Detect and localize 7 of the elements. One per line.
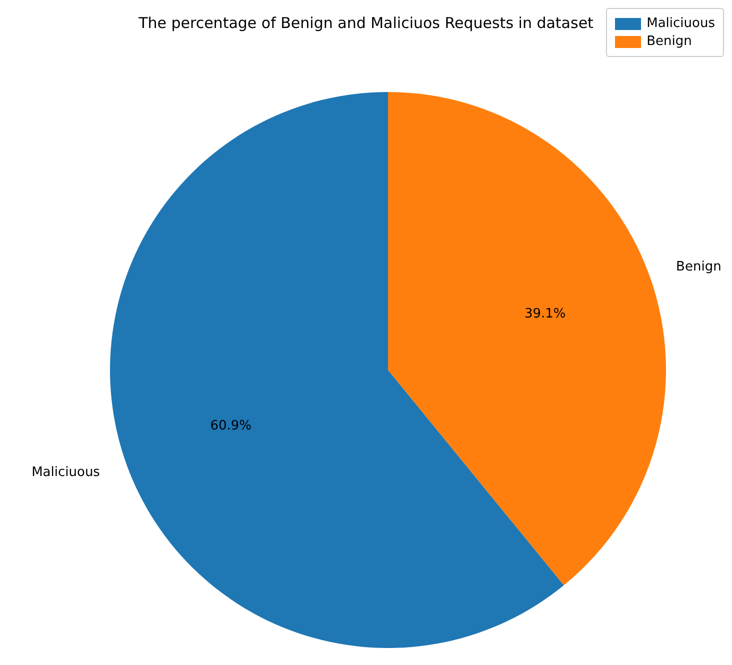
slice-label: Maliciuous (32, 465, 100, 480)
slice-label: Benign (676, 260, 722, 275)
legend-label: Maliciuous (646, 16, 715, 31)
data-label: 39.1% (524, 306, 566, 322)
legend-label: Benign (646, 34, 692, 49)
data-label: 60.9% (210, 418, 252, 434)
chart-title: The percentage of Benign and Maliciuos Requests in dataset (138, 14, 594, 32)
